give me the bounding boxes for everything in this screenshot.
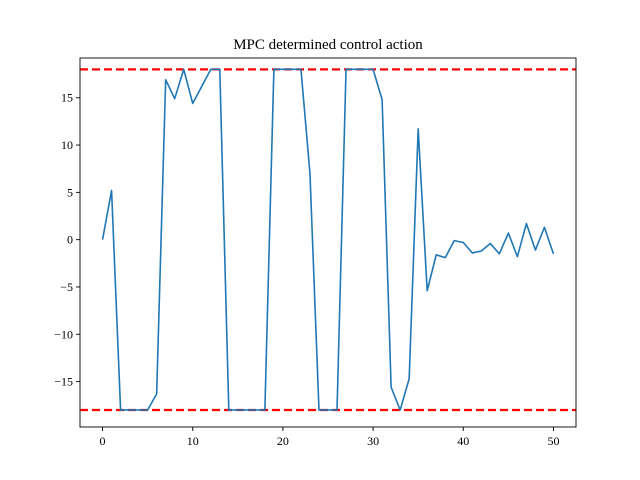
y-tick-label: 5 <box>67 185 73 199</box>
x-tick-label: 0 <box>100 434 106 448</box>
y-tick-label: −5 <box>60 280 73 294</box>
x-tick-label: 40 <box>457 434 469 448</box>
axes-frame <box>79 57 577 428</box>
y-axis: −15 −10 −5 0 5 10 15 <box>54 91 80 389</box>
y-tick-label: 10 <box>61 138 73 152</box>
x-tick-label: 20 <box>277 434 289 448</box>
y-tick-label: −15 <box>54 375 73 389</box>
x-axis: 0 10 20 30 40 50 <box>100 427 559 448</box>
plot-area <box>80 68 576 412</box>
x-tick-label: 50 <box>547 434 559 448</box>
x-tick-label: 10 <box>187 434 199 448</box>
series-line <box>101 68 555 411</box>
y-tick-label: −10 <box>54 327 73 341</box>
x-tick-label: 30 <box>367 434 379 448</box>
y-tick-label: 15 <box>61 91 73 105</box>
chart-title: MPC determined control action <box>233 37 423 53</box>
y-tick-label: 0 <box>67 233 73 247</box>
